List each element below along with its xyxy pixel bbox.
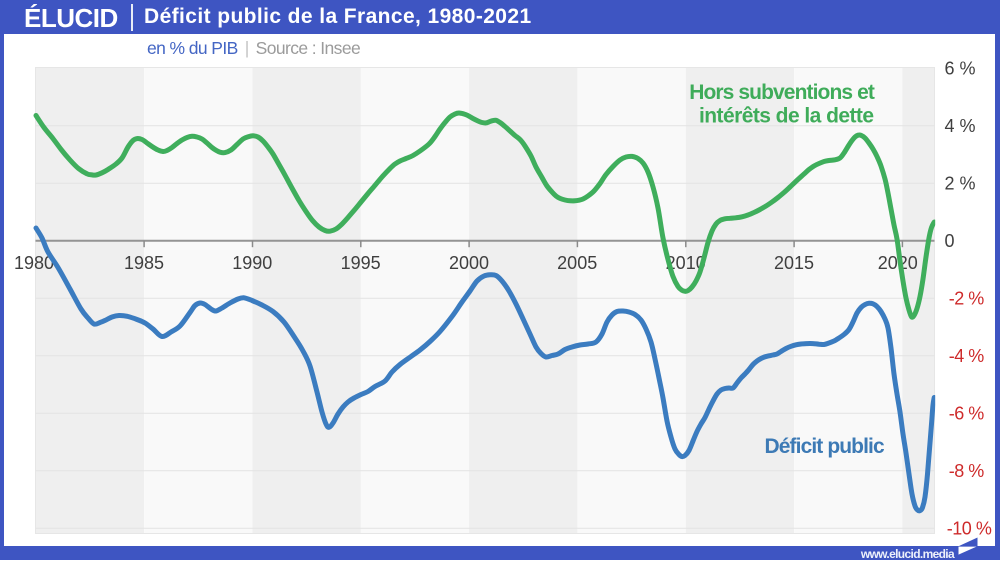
svg-text:6 %: 6 % (945, 58, 976, 78)
svg-text:Hors subventions et: Hors subventions et (689, 81, 875, 104)
svg-text:1980: 1980 (14, 253, 54, 273)
svg-text:1990: 1990 (232, 253, 272, 273)
svg-text:1985: 1985 (124, 253, 164, 273)
svg-text:4 %: 4 % (945, 116, 976, 136)
svg-text:2 %: 2 % (945, 173, 976, 193)
svg-text:1995: 1995 (341, 253, 381, 273)
svg-text:-2 %: -2 % (949, 289, 985, 309)
svg-text:2000: 2000 (449, 253, 489, 273)
svg-text:-6 %: -6 % (949, 404, 985, 424)
svg-text:-4 %: -4 % (949, 346, 985, 366)
svg-text:-10 %: -10 % (947, 519, 992, 539)
svg-text:-8 %: -8 % (949, 461, 985, 481)
svg-text:2005: 2005 (557, 253, 597, 273)
svg-text:Déficit public: Déficit public (765, 435, 885, 458)
svg-text:0: 0 (945, 231, 955, 251)
svg-text:intérêts de la dette: intérêts de la dette (699, 105, 874, 128)
svg-text:2015: 2015 (774, 253, 814, 273)
svg-text:2010: 2010 (666, 253, 706, 273)
